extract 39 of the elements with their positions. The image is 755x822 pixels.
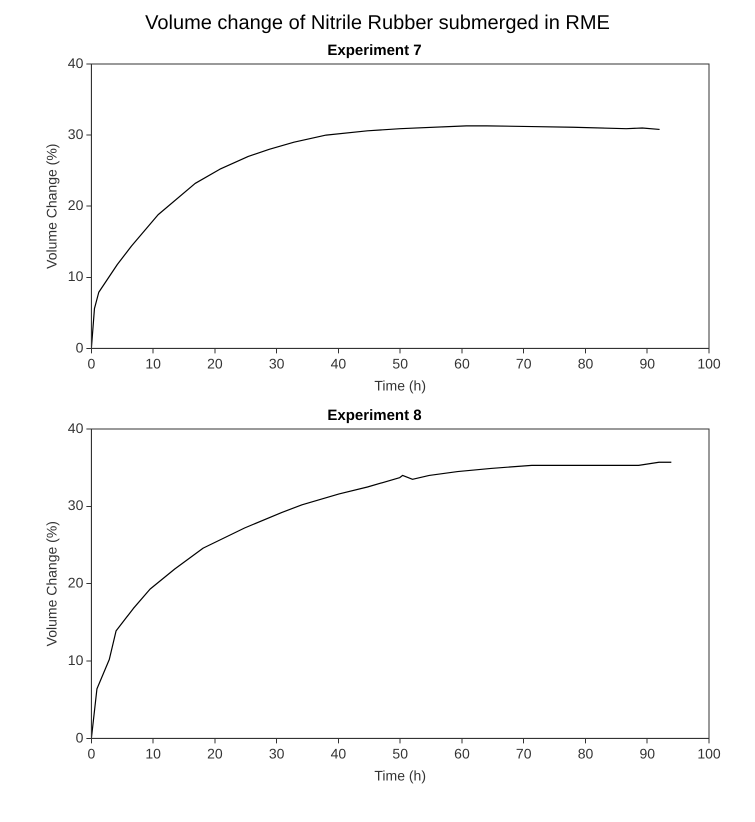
x-tick-label: 80 bbox=[578, 746, 594, 762]
x-tick-label: 30 bbox=[268, 746, 285, 762]
x-tick-label: 10 bbox=[145, 746, 162, 762]
y-tick-label: 0 bbox=[76, 339, 84, 356]
x-tick-label: 20 bbox=[207, 746, 223, 762]
y-tick-label: 40 bbox=[68, 420, 84, 436]
x-tick-label: 30 bbox=[268, 356, 285, 372]
x-tick-label: 40 bbox=[330, 356, 346, 372]
x-tick-label: 10 bbox=[145, 356, 162, 372]
chart-title: Experiment 8 bbox=[327, 407, 422, 424]
x-tick-label: 60 bbox=[454, 356, 470, 372]
x-axis-title: Time (h) bbox=[374, 377, 426, 394]
y-tick-label: 20 bbox=[68, 197, 84, 214]
y-axis-title: Volume Change (%) bbox=[43, 144, 60, 269]
x-tick-label: 70 bbox=[516, 746, 532, 762]
x-tick-label: 60 bbox=[454, 746, 470, 762]
y-tick-label: 10 bbox=[68, 268, 84, 284]
x-tick-label: 0 bbox=[87, 356, 96, 372]
x-tick-label: 20 bbox=[207, 356, 223, 372]
y-tick-label: 0 bbox=[76, 729, 84, 746]
x-tick-label: 90 bbox=[639, 356, 656, 372]
y-axis-title: Volume Change (%) bbox=[43, 521, 60, 646]
x-axis-title: Time (h) bbox=[374, 767, 426, 784]
x-tick-label: 70 bbox=[516, 356, 532, 372]
y-tick-label: 20 bbox=[68, 574, 84, 591]
y-tick-label: 30 bbox=[68, 497, 84, 514]
x-tick-label: 50 bbox=[392, 746, 408, 762]
chart-title: Volume change of Nitrile Rubber submerged in RME bbox=[144, 11, 611, 36]
x-tick-label: 100 bbox=[697, 356, 721, 372]
x-tick-label: 0 bbox=[87, 746, 96, 762]
y-tick-label: 40 bbox=[68, 54, 84, 71]
x-tick-label: 80 bbox=[578, 356, 594, 372]
x-tick-label: 100 bbox=[697, 746, 721, 762]
x-tick-label: 40 bbox=[330, 746, 346, 762]
y-tick-label: 10 bbox=[68, 652, 84, 668]
chart-subtitle: Experiment 7 bbox=[327, 42, 422, 60]
x-tick-label: 50 bbox=[392, 356, 408, 372]
x-tick-label: 90 bbox=[639, 746, 656, 762]
y-tick-label: 30 bbox=[68, 126, 84, 142]
